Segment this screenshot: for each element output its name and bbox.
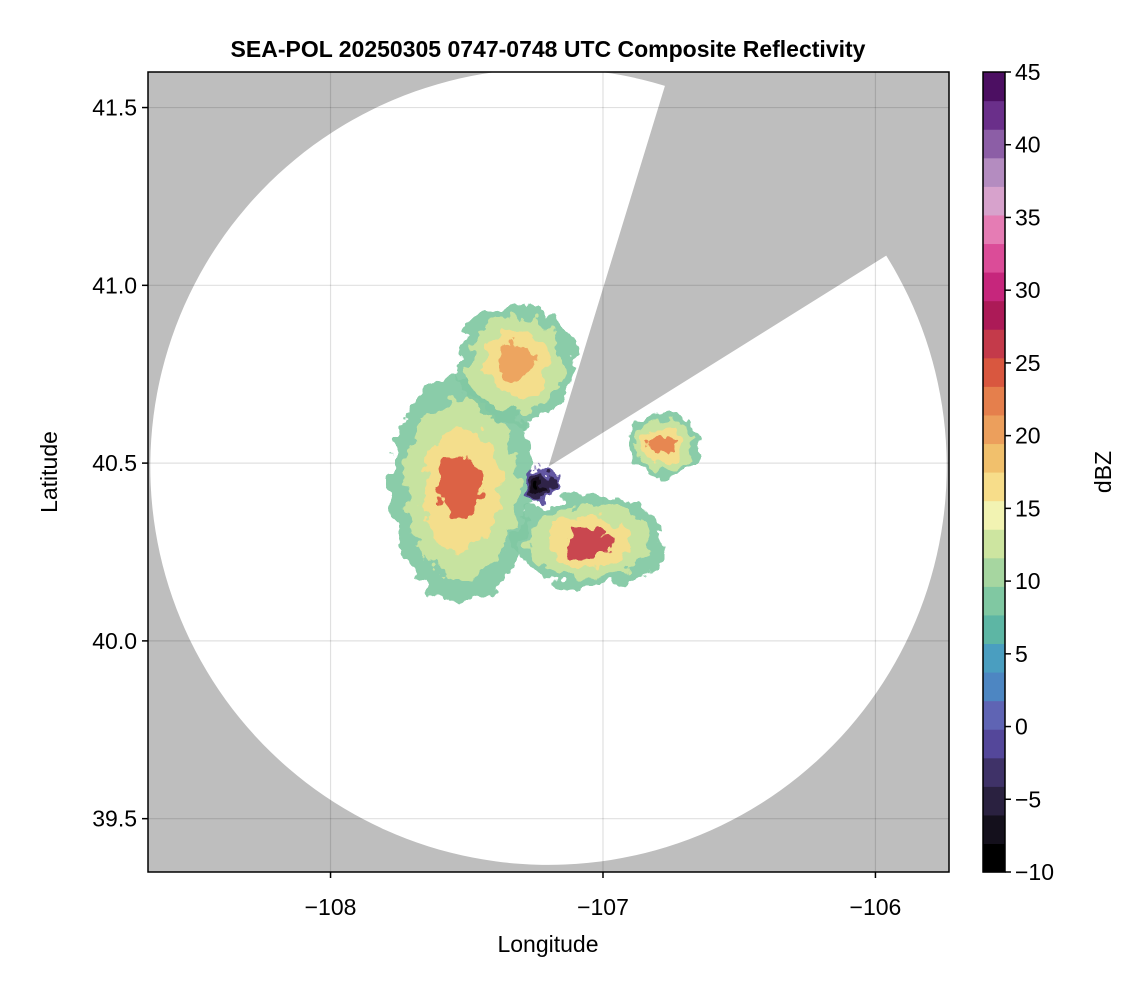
colorbar-tick-label: 5 <box>1015 641 1028 667</box>
echo-region-south-arm <box>513 495 666 588</box>
colorbar-segment <box>983 129 1005 159</box>
colorbar-segment <box>983 672 1005 702</box>
y-tick-label: 41.5 <box>92 95 137 121</box>
y-axis: 39.5 40.0 40.5 41.0 41.5 <box>92 95 148 832</box>
colorbar-segment <box>983 557 1005 587</box>
plot-area <box>148 72 949 872</box>
echo-region-north-ring <box>455 303 576 424</box>
colorbar-segment <box>983 329 1005 359</box>
y-tick-label: 41.0 <box>92 272 137 298</box>
colorbar-segment <box>983 700 1005 730</box>
x-axis: −108 −107 −106 <box>305 872 902 920</box>
colorbar-segment <box>983 357 1005 387</box>
colorbar-frame <box>982 71 1006 873</box>
y-axis-label: Latitude <box>36 431 62 513</box>
colorbar-segment <box>983 786 1005 816</box>
colorbar-segment <box>983 100 1005 130</box>
x-tick-label: −107 <box>577 894 629 920</box>
y-tick-label: 39.5 <box>92 806 137 832</box>
y-tick-label: 40.0 <box>92 628 137 654</box>
echo-layer <box>440 453 483 523</box>
colorbar-tick-label: −5 <box>1015 786 1041 812</box>
chart-title: SEA-POL 20250305 0747-0748 UTC Composite… <box>231 36 866 62</box>
x-tick-label: −108 <box>305 894 357 920</box>
reflectivity-echoes <box>390 303 699 602</box>
echo-layer <box>566 527 613 556</box>
colorbar-tick-label: 35 <box>1015 204 1041 230</box>
colorbar-segment <box>983 443 1005 473</box>
colorbar-tick-label: 20 <box>1015 423 1041 449</box>
colorbar-segment <box>983 272 1005 302</box>
plot-frame <box>147 71 950 873</box>
radar-coverage-area <box>150 72 947 865</box>
x-tick-label: −106 <box>850 894 902 920</box>
colorbar-segment <box>983 643 1005 673</box>
y-tick-label: 40.5 <box>92 450 137 476</box>
echo-layer <box>497 345 534 382</box>
x-axis-label: Longitude <box>497 931 598 957</box>
colorbar-tick-label: 0 <box>1015 714 1028 740</box>
colorbar-tick-label: 25 <box>1015 350 1041 376</box>
colorbar-tick-label: 40 <box>1015 132 1041 158</box>
colorbar-tick-label: 10 <box>1015 568 1041 594</box>
colorbar-tick-label: 45 <box>1015 59 1041 85</box>
colorbar-segment <box>983 757 1005 787</box>
echo-layer <box>532 479 543 490</box>
colorbar-segment <box>983 214 1005 245</box>
colorbar-segment <box>983 843 1005 873</box>
colorbar-segment <box>983 386 1005 416</box>
colorbar-segment <box>983 243 1005 273</box>
colorbar-segment <box>983 414 1005 445</box>
colorbar-tick-label: 15 <box>1015 495 1041 521</box>
colorbar-segment <box>983 729 1005 759</box>
colorbar: −10 −5 0 5 10 15 20 25 30 35 40 45 <box>982 59 1054 885</box>
colorbar-segment <box>983 500 1005 530</box>
gridlines <box>148 72 949 872</box>
colorbar-segment <box>983 614 1005 645</box>
colorbar-segment <box>983 72 1005 102</box>
colorbar-segment <box>983 586 1005 616</box>
colorbar-segment <box>983 814 1005 845</box>
colorbar-segment <box>983 186 1005 216</box>
colorbar-tick-label: 30 <box>1015 277 1041 303</box>
echo-region-east-cell <box>627 413 699 478</box>
colorbar-label: dBZ <box>1090 451 1116 493</box>
colorbar-segment <box>983 529 1005 559</box>
colorbar-tick-label: −10 <box>1015 859 1054 885</box>
colorbar-segment <box>983 300 1005 330</box>
echo-region-core-near-radar <box>521 466 554 503</box>
colorbar-segment <box>983 472 1005 502</box>
echo-region-west-main <box>390 374 533 602</box>
colorbar-segment <box>983 157 1005 187</box>
echo-layer <box>652 435 674 455</box>
